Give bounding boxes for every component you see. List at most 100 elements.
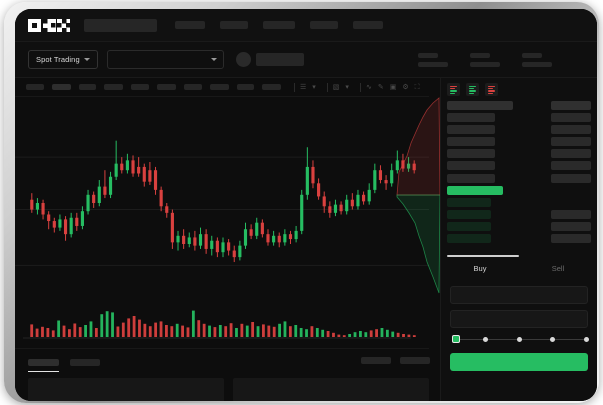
order-book-ask-row[interactable] — [447, 149, 591, 159]
order-book-ask-row[interactable] — [447, 125, 591, 135]
order-book-amount — [551, 149, 591, 159]
mode-line — [468, 87, 474, 90]
chart-tool-10[interactable] — [262, 84, 281, 90]
settings-icon[interactable]: ⚙ — [402, 83, 409, 91]
chart-tool-5[interactable] — [131, 84, 149, 90]
ticker-stat-1 — [417, 52, 448, 67]
order-book-amount — [551, 161, 591, 171]
order-book-amount — [551, 209, 591, 219]
logo-letter-o-icon — [28, 18, 41, 32]
order-book-amount — [551, 113, 591, 123]
chevron-down-icon[interactable]: ▾ — [345, 83, 349, 91]
pencil-icon[interactable]: ✎ — [377, 83, 384, 91]
order-book-ask-row[interactable] — [447, 113, 591, 123]
header-nav-item-5[interactable] — [353, 21, 383, 29]
chart-tool-4[interactable] — [104, 84, 123, 90]
ticker-stat-3 — [521, 52, 552, 67]
order-book-bid-row[interactable] — [447, 221, 591, 231]
order-book-price — [447, 197, 491, 207]
amount-field[interactable] — [450, 310, 588, 328]
orders-tabs — [15, 349, 440, 373]
price-field[interactable] — [450, 286, 588, 304]
chart-tool-1[interactable] — [26, 84, 44, 90]
order-book-bid-row[interactable] — [447, 209, 591, 219]
ticker-stats — [396, 52, 552, 67]
order-book-ask-row[interactable] — [447, 173, 591, 183]
orders-card-right[interactable] — [233, 378, 429, 401]
orders-actions — [361, 357, 430, 364]
toolbar-divider — [294, 82, 295, 92]
orderbook-mode-bids-icon[interactable] — [466, 83, 479, 96]
orders-tab-1[interactable] — [28, 359, 59, 373]
mode-line — [487, 87, 493, 90]
pair-select[interactable] — [106, 50, 224, 69]
buy-sell-tabs: Buy Sell — [441, 258, 597, 279]
submit-order-button[interactable] — [450, 353, 588, 371]
search-input[interactable] — [84, 18, 157, 32]
orderbook-mode-both-icon[interactable] — [447, 83, 460, 96]
order-book-spread-row[interactable] — [447, 185, 591, 195]
camera-icon[interactable]: ▣ — [389, 83, 397, 91]
chart-tool-3[interactable] — [79, 84, 96, 90]
order-book-ask-row[interactable] — [447, 101, 591, 110]
indicator-icon[interactable]: ▧ — [332, 83, 340, 91]
mode-line — [468, 85, 476, 87]
device-frame: Spot Trading ☰ ▾ — [4, 2, 599, 403]
candlestick-svg — [15, 140, 429, 266]
order-book-ask-row[interactable] — [447, 161, 591, 171]
order-book-amount — [551, 173, 591, 183]
logo-letter-x-icon — [57, 18, 70, 32]
orders-tab-2[interactable] — [70, 359, 100, 366]
slider-stop-25[interactable] — [483, 336, 488, 342]
order-book-ask-row[interactable] — [447, 137, 591, 147]
order-book-bid-row[interactable] — [447, 234, 591, 244]
ticker-stat-label — [469, 52, 490, 58]
slider-stop-50[interactable] — [516, 336, 522, 342]
orders-action-1[interactable] — [361, 357, 391, 364]
mode-line — [468, 90, 476, 92]
trading-mode-button[interactable]: Spot Trading — [28, 50, 98, 69]
order-book-scrollbar[interactable] — [447, 255, 519, 257]
orders-action-2[interactable] — [400, 357, 430, 364]
pair-name — [255, 53, 304, 66]
orderbook-mode-asks-icon[interactable] — [485, 83, 498, 96]
chart-tool-2[interactable] — [52, 84, 71, 90]
slider-handle[interactable] — [452, 335, 460, 343]
header-nav-item-2[interactable] — [220, 21, 248, 29]
orders-body — [15, 369, 440, 401]
coin-avatar — [235, 52, 251, 67]
interval-icon[interactable]: ☰ — [300, 83, 307, 91]
order-book-amount — [551, 101, 591, 110]
mode-line — [449, 90, 457, 92]
volume-histogram — [15, 297, 429, 349]
tab-buy[interactable]: Buy — [473, 264, 487, 273]
order-book-bid-row[interactable] — [447, 197, 591, 207]
app-header — [15, 9, 597, 42]
slider-stop-75[interactable] — [550, 336, 555, 342]
line-chart-icon[interactable]: ∿ — [365, 83, 372, 91]
slider-stop-100[interactable] — [583, 336, 589, 342]
fullscreen-icon[interactable]: ⛶ — [414, 83, 420, 91]
candlestick-chart[interactable] — [15, 97, 429, 297]
header-nav-item-4[interactable] — [310, 21, 338, 29]
header-nav-item-3[interactable] — [263, 21, 295, 29]
mode-line — [487, 85, 495, 87]
chart-tool-9[interactable] — [237, 84, 254, 90]
order-book-amount — [551, 234, 591, 244]
order-book-price — [447, 161, 495, 171]
orders-card-left[interactable] — [28, 378, 224, 401]
order-book-panel: Buy Sell — [440, 78, 597, 279]
okx-logo[interactable] — [28, 18, 70, 32]
chevron-down-icon[interactable]: ▾ — [312, 83, 316, 91]
order-book-rows[interactable] — [441, 101, 597, 244]
chart-tool-8[interactable] — [210, 84, 229, 90]
mode-line — [449, 87, 455, 90]
mode-line — [468, 92, 474, 95]
chart-tool-7[interactable] — [184, 84, 202, 90]
order-book-price — [447, 125, 495, 135]
tab-sell[interactable]: Sell — [551, 264, 565, 273]
amount-percent-slider[interactable] — [452, 334, 589, 346]
header-nav-item-1[interactable] — [175, 21, 205, 29]
order-book-amount — [551, 137, 591, 147]
chart-tool-6[interactable] — [157, 84, 176, 90]
